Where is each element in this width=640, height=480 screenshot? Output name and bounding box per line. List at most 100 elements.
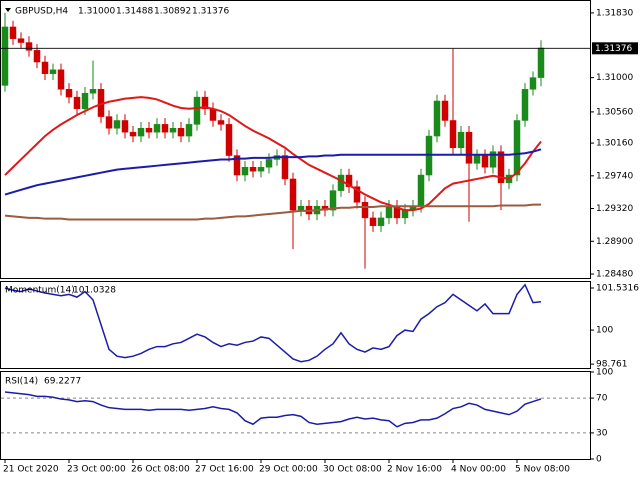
candle-body: [65, 89, 73, 98]
current-price-box: [592, 42, 638, 55]
candle-body: [73, 96, 81, 110]
candle-body: [369, 217, 377, 226]
candle-body: [225, 124, 233, 156]
momentum-last: 101.0328: [73, 286, 116, 296]
y-tick-label: 1.30160: [596, 139, 633, 149]
candle-body: [113, 120, 121, 129]
candle-body: [353, 186, 361, 203]
candle-body: [137, 128, 145, 137]
candle-body: [385, 205, 393, 219]
candle-body: [473, 155, 481, 164]
x-tick-label: 30 Oct 08:00: [323, 465, 382, 475]
candle-body: [105, 116, 113, 129]
candle-body: [25, 42, 33, 51]
candle-body: [481, 155, 489, 168]
candle-body: [361, 202, 369, 219]
candle-body: [169, 128, 177, 133]
candle-body: [449, 120, 457, 149]
y-tick-label: 1.28900: [596, 237, 633, 247]
y-tick-label: 100: [596, 326, 613, 336]
candle-body: [89, 89, 97, 94]
y-tick-label: 100: [596, 368, 613, 378]
candle-body: [465, 131, 473, 164]
candle-body: [265, 159, 273, 168]
candle-body: [257, 166, 265, 172]
rsi-title: RSI(14): [5, 377, 38, 387]
bar-low: 1.30892: [154, 7, 191, 17]
menu-arrow: [5, 8, 11, 12]
candle-body: [433, 100, 441, 137]
candle-body: [185, 124, 193, 137]
candle-body: [161, 124, 169, 133]
candle-body: [377, 217, 385, 226]
y-tick-label: 0: [596, 455, 602, 465]
candle-body: [345, 174, 353, 187]
candle-body: [57, 69, 65, 90]
x-tick-label: 26 Oct 08:00: [131, 465, 190, 475]
candle-body: [145, 128, 153, 133]
moving-average: [4, 203, 541, 221]
symbol-title: GBPUSD,H4: [15, 7, 68, 17]
indicator-line: [4, 391, 542, 428]
candle-body: [33, 50, 41, 63]
candle-body: [401, 209, 409, 219]
candle-body: [513, 120, 521, 176]
x-tick-label: 27 Oct 16:00: [195, 465, 254, 475]
current-price-label: 1.31376: [595, 44, 632, 54]
candle-body: [457, 131, 465, 149]
moving-average: [4, 96, 542, 212]
candle-body: [329, 190, 337, 211]
candle-body: [441, 100, 449, 121]
y-tick-label: 30: [596, 428, 608, 438]
candle-body: [177, 128, 185, 137]
candle-body: [193, 96, 201, 125]
candle-body: [9, 26, 17, 39]
indicator-line: [4, 283, 542, 363]
rsi-panel-frame: [0, 371, 591, 460]
candle-body: [153, 124, 161, 133]
candle-body: [41, 61, 49, 74]
bar-high: 1.31488: [116, 7, 153, 17]
candle-body: [489, 151, 497, 168]
bar-close: 1.31376: [192, 7, 229, 17]
candle-body: [537, 47, 545, 78]
candle-body: [17, 38, 25, 43]
candle-body: [49, 69, 57, 74]
candle-body: [217, 120, 225, 125]
bar-open: 1.31000: [78, 7, 115, 17]
candle-body: [297, 205, 305, 211]
y-tick-label: 101.5316: [596, 284, 639, 294]
candle-body: [521, 89, 529, 121]
x-tick-label: 2 Nov 16:00: [387, 465, 442, 475]
x-tick-label: 23 Oct 00:00: [67, 465, 126, 475]
candle-body: [417, 174, 425, 207]
candle-body: [241, 166, 249, 176]
candle-body: [497, 151, 505, 184]
y-tick-label: 1.31000: [596, 73, 633, 83]
candle-body: [81, 92, 89, 110]
y-tick-label: 70: [596, 394, 608, 404]
y-tick-label: 1.29740: [596, 171, 633, 181]
x-tick-label: 29 Oct 00:00: [259, 465, 318, 475]
candle-body: [281, 155, 289, 180]
y-tick-label: 1.31830: [596, 8, 633, 18]
moving-average: [4, 148, 542, 196]
candle-body: [233, 155, 241, 176]
y-tick-label: 1.28480: [596, 270, 633, 280]
candle-body: [1, 26, 9, 86]
x-tick-label: 4 Nov 00:00: [451, 465, 506, 475]
candle-body: [209, 108, 217, 121]
x-tick-label: 21 Oct 2020: [3, 465, 59, 475]
candle-body: [201, 96, 209, 110]
rsi-last: 69.2277: [44, 377, 81, 387]
momentum-panel-frame: [0, 281, 591, 369]
y-tick-label: 1.30560: [596, 107, 633, 117]
main-panel-frame: [0, 0, 591, 279]
candle-body: [121, 120, 129, 133]
candle-body: [529, 77, 537, 90]
candle-body: [289, 178, 297, 211]
candle-body: [129, 131, 137, 137]
y-tick-label: 1.29320: [596, 204, 633, 214]
momentum-title: Momentum(14): [5, 286, 75, 296]
